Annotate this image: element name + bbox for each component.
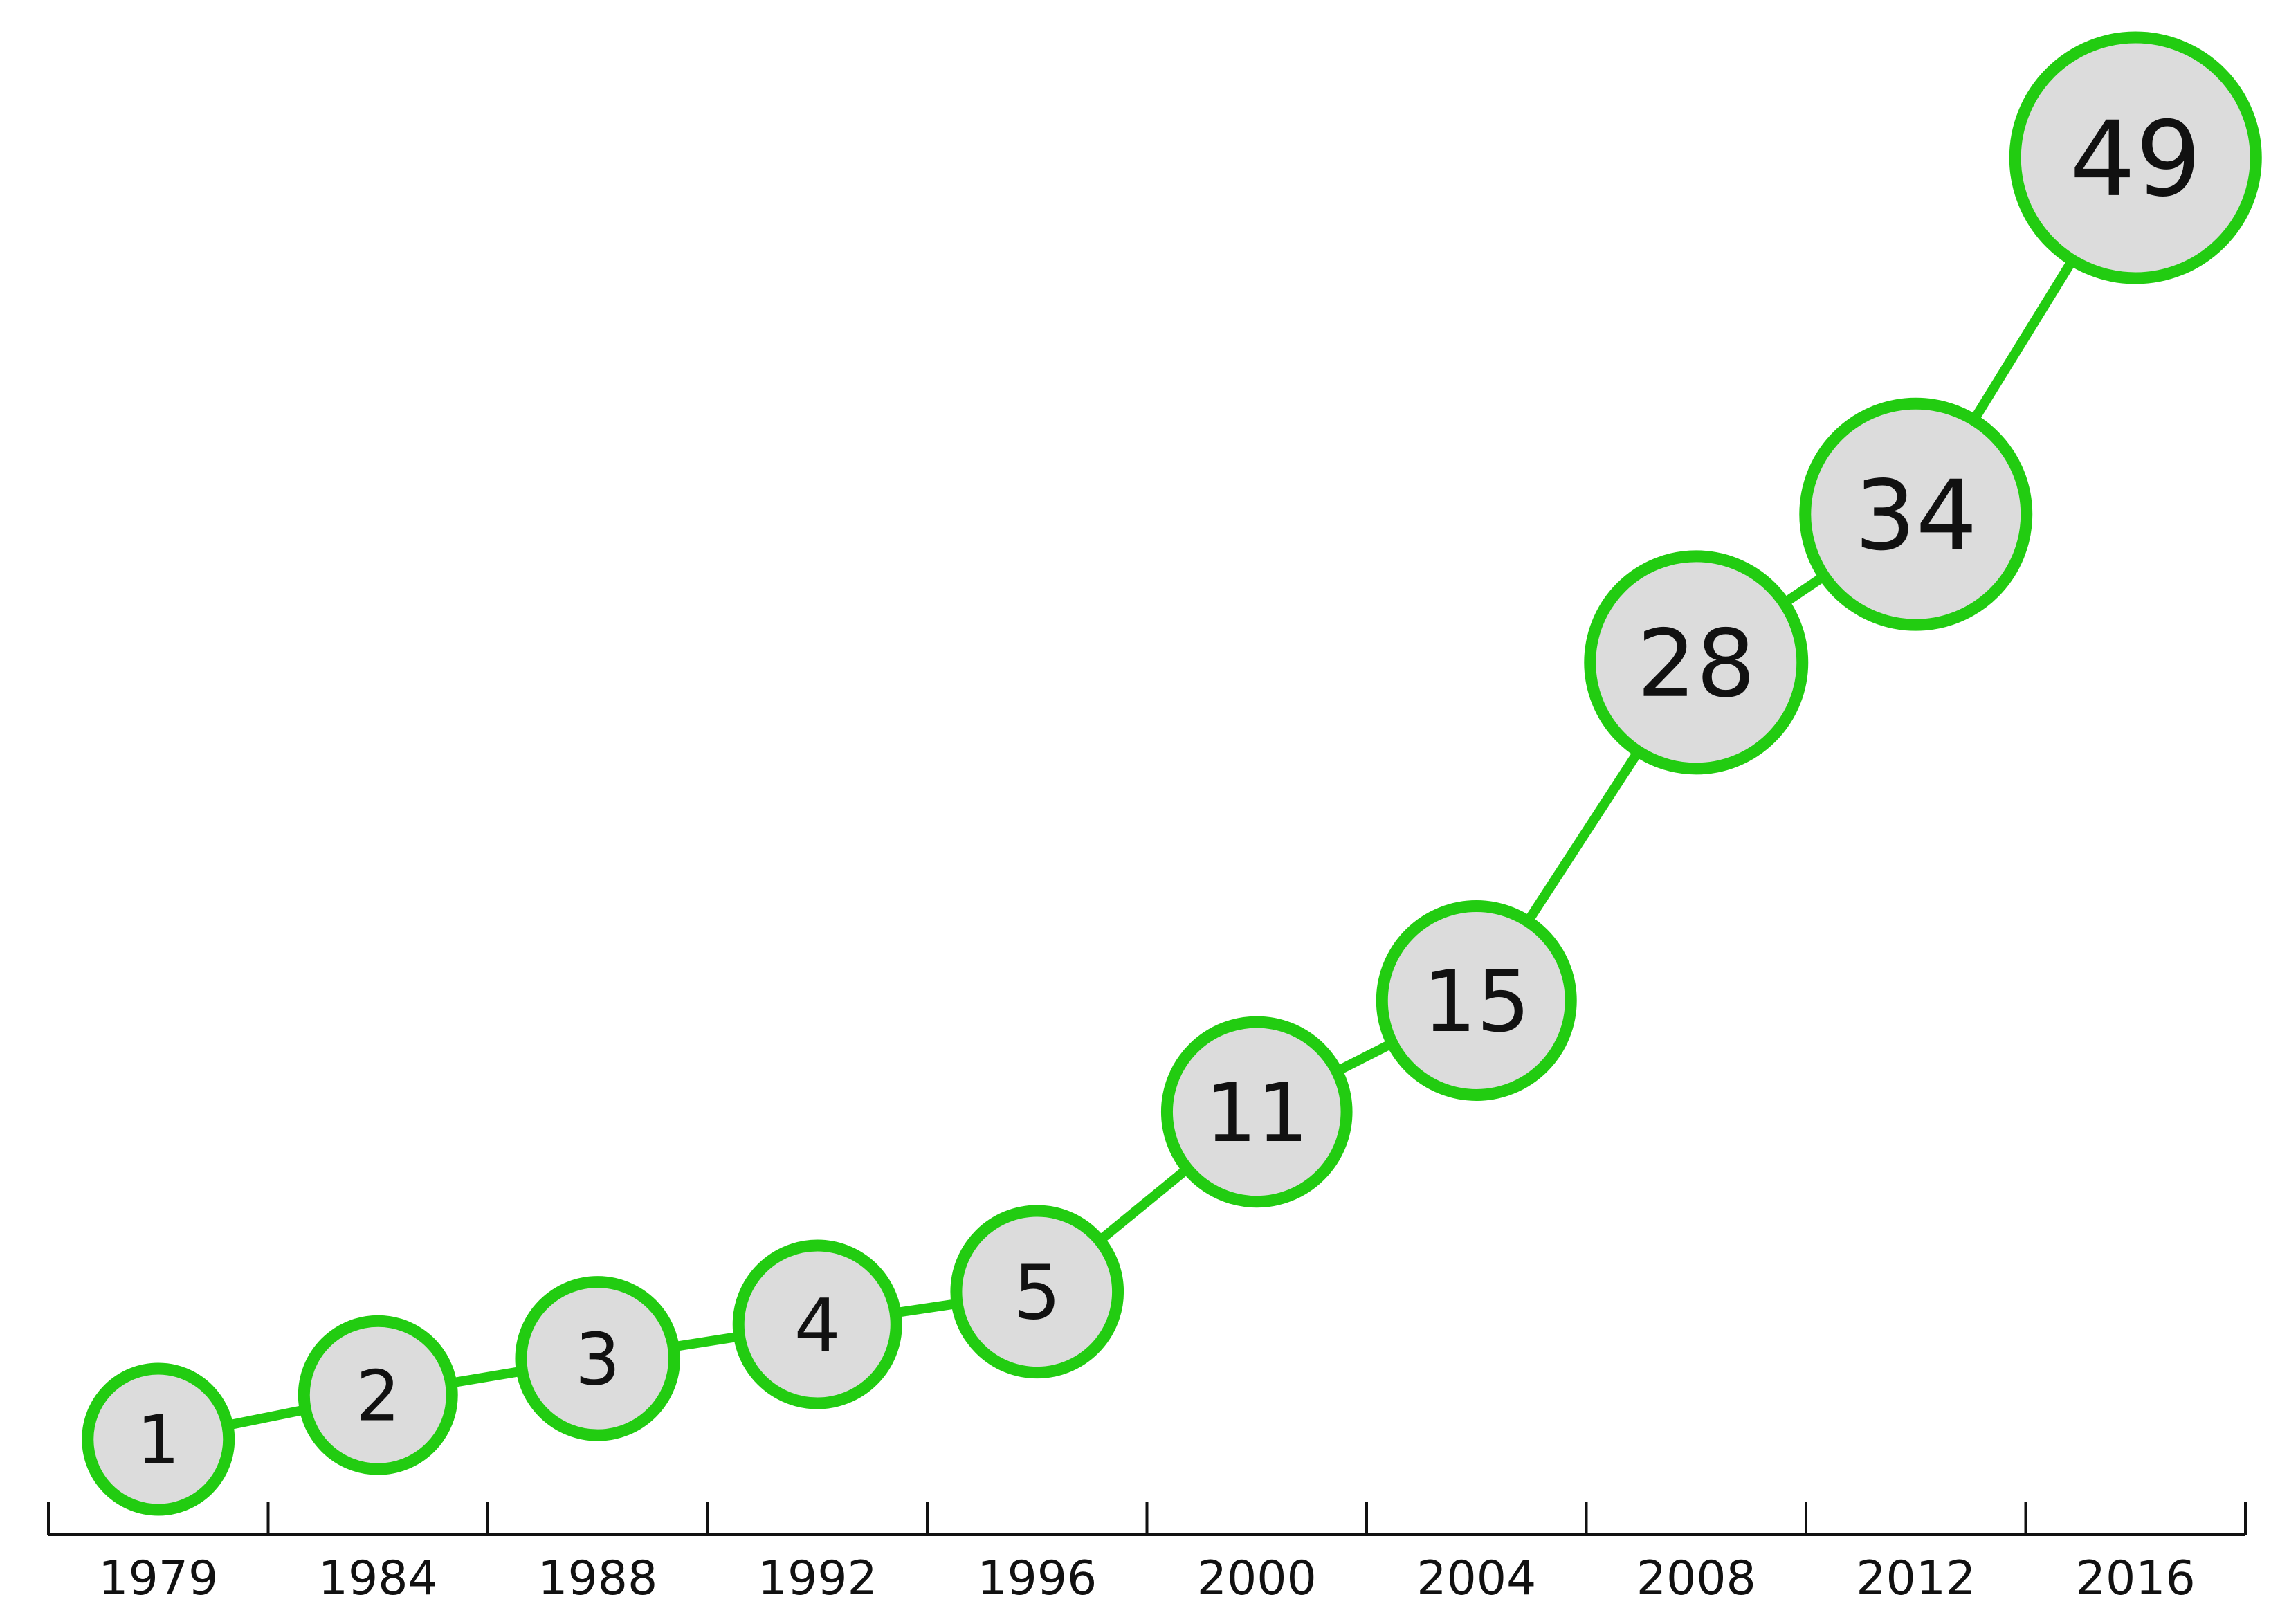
x-tick-label: 2004 xyxy=(1416,1551,1536,1606)
data-point-marker xyxy=(298,1315,458,1475)
data-point-marker xyxy=(950,1205,1124,1379)
x-tick-label: 2000 xyxy=(1197,1551,1317,1606)
data-point-marker xyxy=(2009,31,2262,284)
data-label: 3 xyxy=(575,1319,621,1402)
data-point-marker xyxy=(1376,900,1577,1101)
data-label: 49 xyxy=(2070,100,2201,220)
series-line xyxy=(153,153,2141,1444)
data-point-marker xyxy=(515,1276,681,1441)
x-tick-label: 1979 xyxy=(98,1551,218,1606)
data-point-marker xyxy=(732,1239,902,1409)
data-point-marker xyxy=(1160,1016,1353,1208)
x-tick-label: 1996 xyxy=(977,1551,1097,1606)
x-tick-label: 2016 xyxy=(2076,1551,2196,1606)
x-tick-label: 2012 xyxy=(1856,1551,1976,1606)
data-label: 4 xyxy=(794,1283,841,1368)
x-tick-label: 2008 xyxy=(1636,1551,1756,1606)
x-tick-label: 1988 xyxy=(538,1551,657,1606)
data-label: 34 xyxy=(1854,459,1977,572)
x-tick-label: 1992 xyxy=(758,1551,877,1606)
data-point-marker xyxy=(1584,550,1809,775)
data-point-marker xyxy=(82,1362,235,1516)
x-axis: 1979 1984 1988 1992 1996 2000 2004 2008 2012 2016 xyxy=(47,1502,2247,1606)
data-label: 2 xyxy=(356,1356,400,1436)
data-label: 15 xyxy=(1423,953,1530,1051)
data-label: 5 xyxy=(1013,1250,1061,1337)
data-label: 1 xyxy=(137,1401,180,1479)
x-tick-label: 1984 xyxy=(318,1551,438,1606)
data-label: 28 xyxy=(1637,610,1755,718)
data-point-marker xyxy=(1799,397,2033,631)
data-label: 11 xyxy=(1205,1066,1308,1160)
